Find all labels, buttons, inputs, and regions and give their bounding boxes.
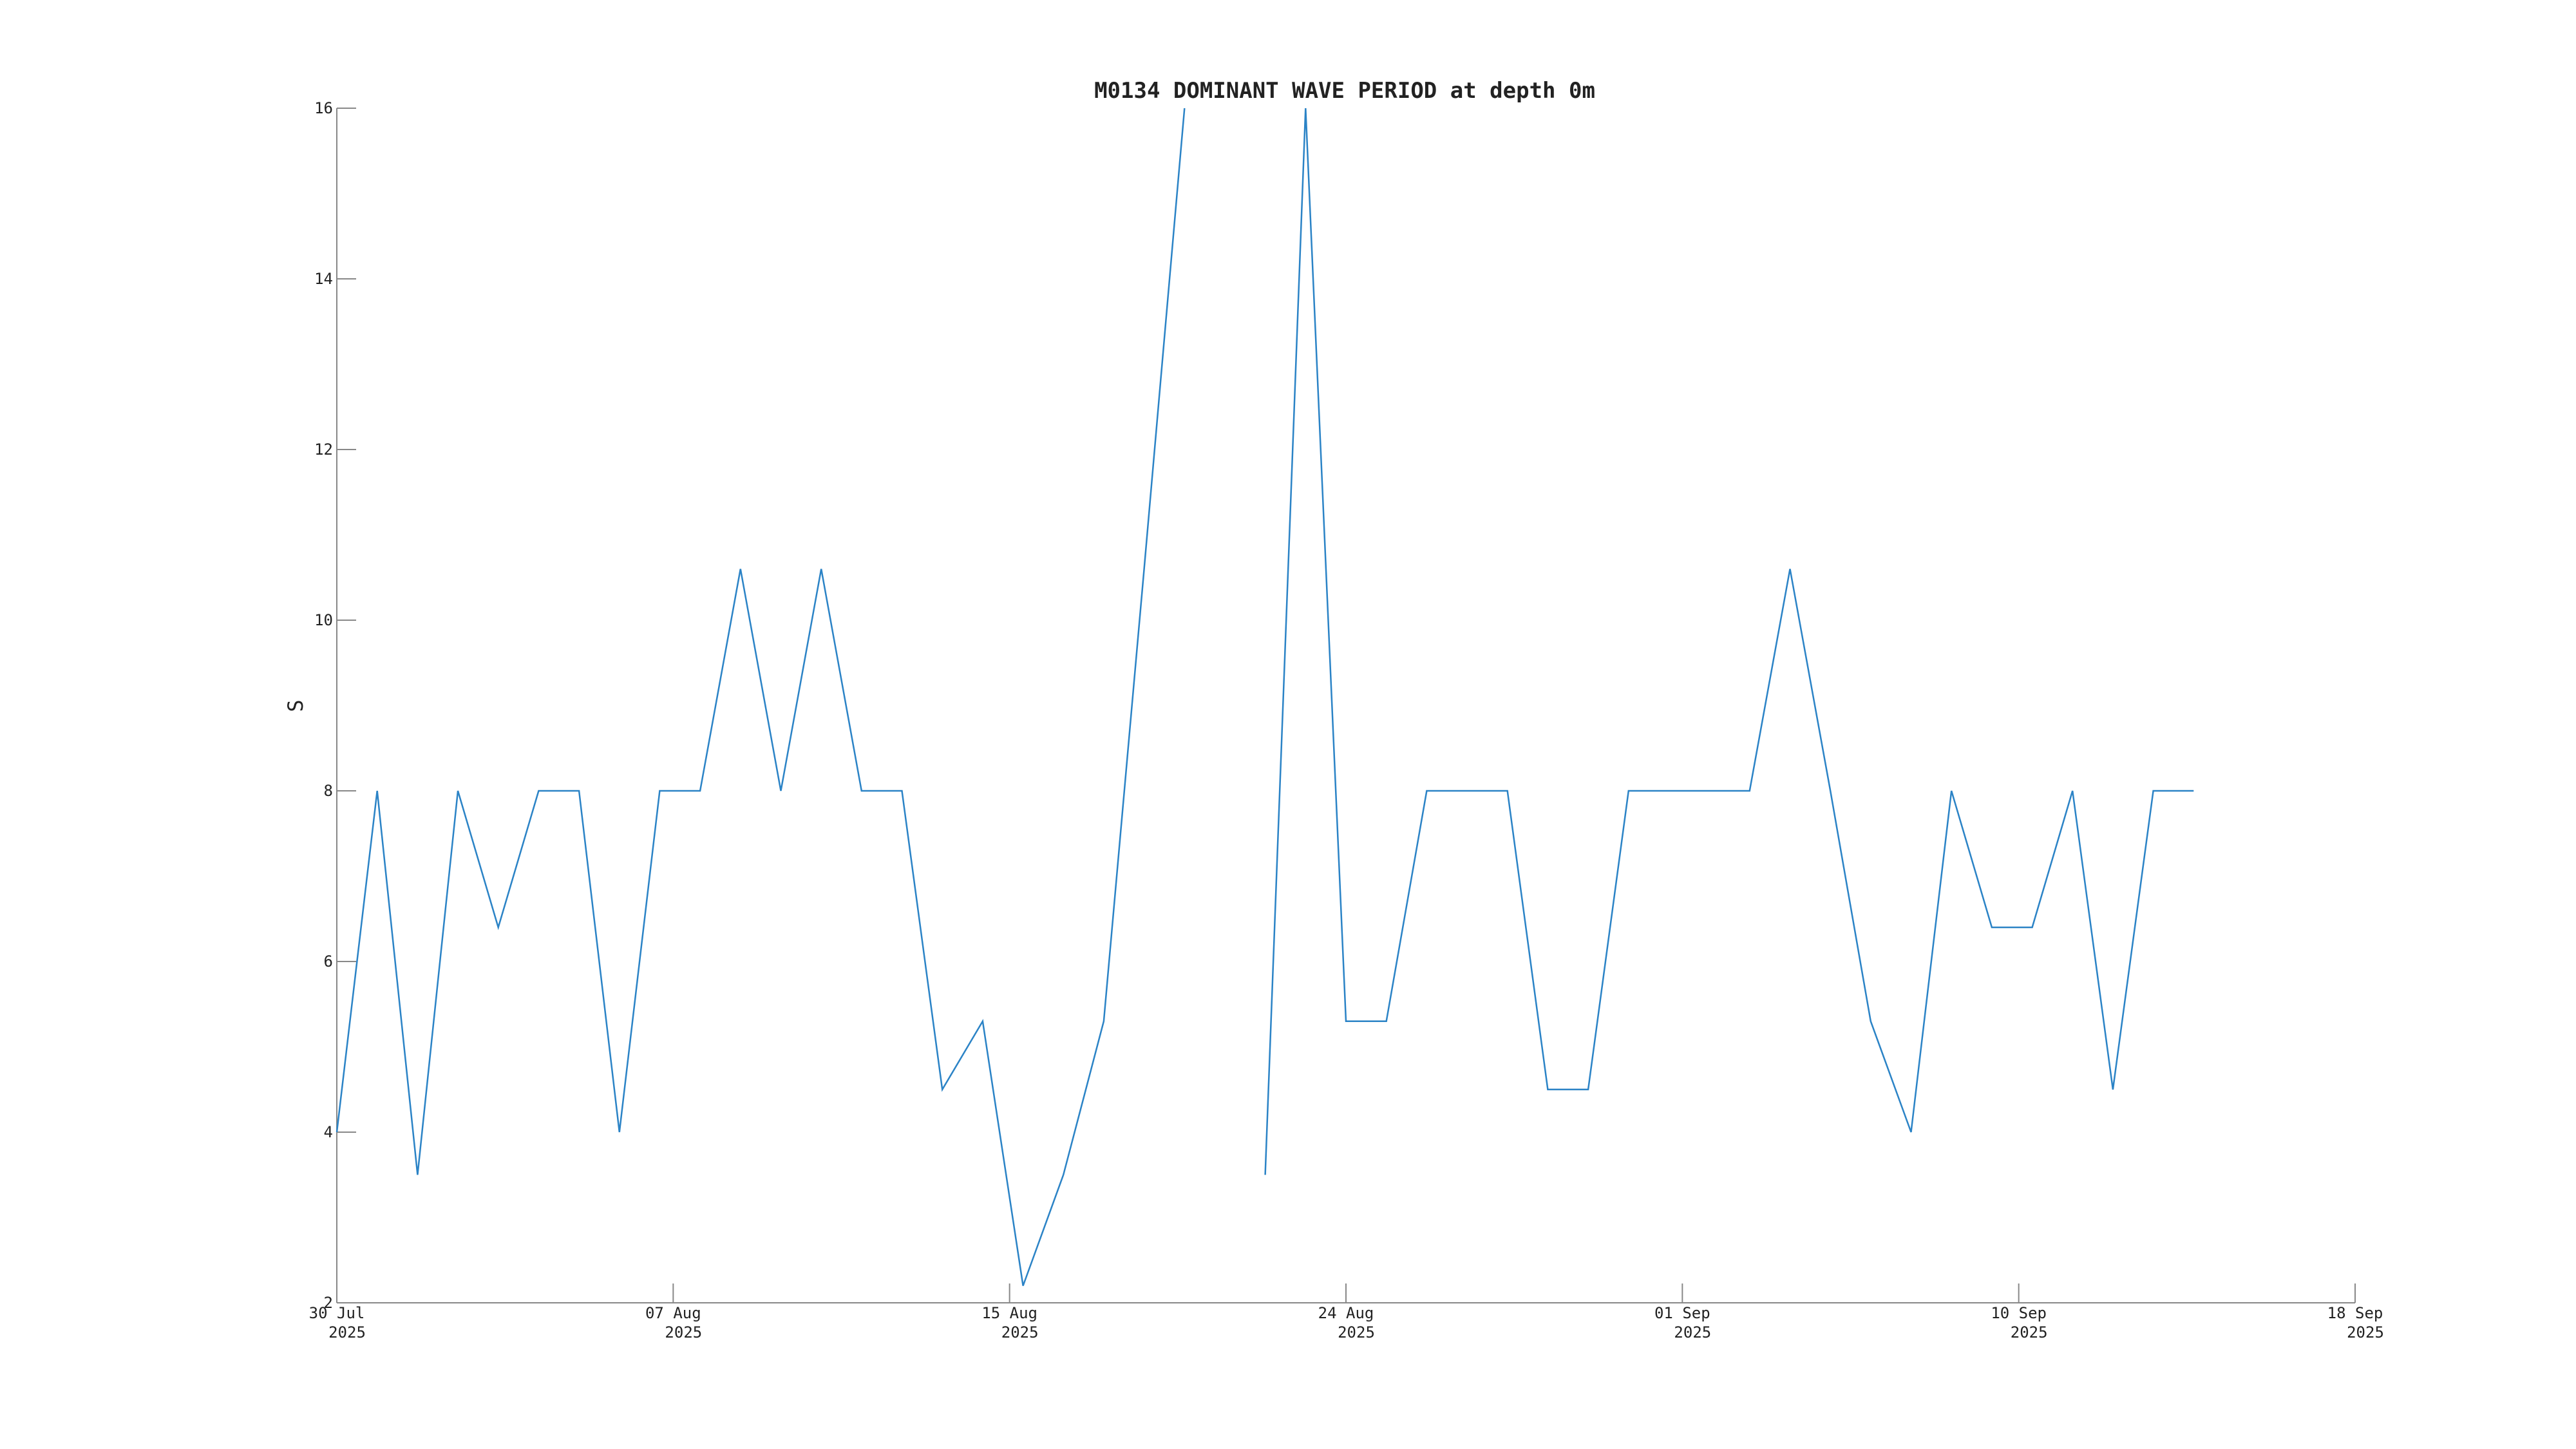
- y-axis-label: S: [283, 699, 308, 712]
- x-tick-label: 18 Sep 2025: [2327, 1304, 2384, 1341]
- y-tick-label: 8: [324, 782, 333, 800]
- chart-title: M0134 DOMINANT WAVE PERIOD at depth 0m: [1094, 78, 1595, 104]
- y-tick-label: 14: [314, 270, 333, 288]
- x-tick-label: 15 Aug 2025: [981, 1304, 1038, 1341]
- x-tick-label: 10 Sep 2025: [1991, 1304, 2047, 1341]
- y-tick-label: 10: [314, 611, 333, 629]
- x-tick-label: 24 Aug 2025: [1318, 1304, 1375, 1341]
- x-tick-label: 01 Sep 2025: [1654, 1304, 1711, 1341]
- y-tick-label: 6: [324, 952, 333, 971]
- y-tick-label: 12: [314, 440, 333, 459]
- x-tick-label: 07 Aug 2025: [645, 1304, 702, 1341]
- x-tick-label: 30 Jul 2025: [309, 1304, 366, 1341]
- y-tick-label: 4: [324, 1123, 333, 1141]
- y-tick-label: 16: [314, 99, 333, 117]
- y-tick-label: 2: [324, 1294, 333, 1312]
- data-line: [336, 108, 2194, 1286]
